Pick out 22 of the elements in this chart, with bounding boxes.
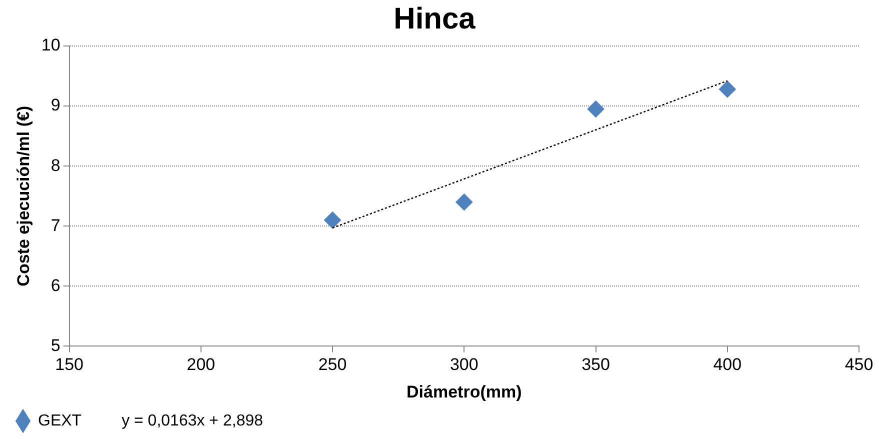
x-tick-label: 450 <box>844 355 874 374</box>
x-axis-title: Diámetro(mm) <box>406 382 522 402</box>
legend-label: GEXT <box>38 412 82 430</box>
y-axis-title: Coste ejecución/ml (€) <box>14 106 33 286</box>
x-tick-label: 150 <box>55 355 84 374</box>
x-tick-label: 350 <box>582 355 610 374</box>
y-tick-label: 5 <box>50 336 60 355</box>
x-tick-label: 300 <box>450 355 478 374</box>
y-tick-label: 9 <box>50 96 60 115</box>
x-tick-label: 400 <box>713 355 742 374</box>
text: y = 0,0163x + 2,898 <box>122 412 264 430</box>
point <box>324 212 342 229</box>
y-tick-label: 8 <box>50 156 60 175</box>
x-tick-label: 200 <box>186 355 216 374</box>
point <box>456 194 473 211</box>
y-tick-label: 6 <box>50 276 60 295</box>
chart-title: Hinca <box>394 2 476 36</box>
point <box>587 100 604 118</box>
point <box>718 80 736 98</box>
y-tick-label: 10 <box>41 36 60 55</box>
y-tick-label: 7 <box>50 216 60 235</box>
x-tick-label: 250 <box>318 355 347 374</box>
